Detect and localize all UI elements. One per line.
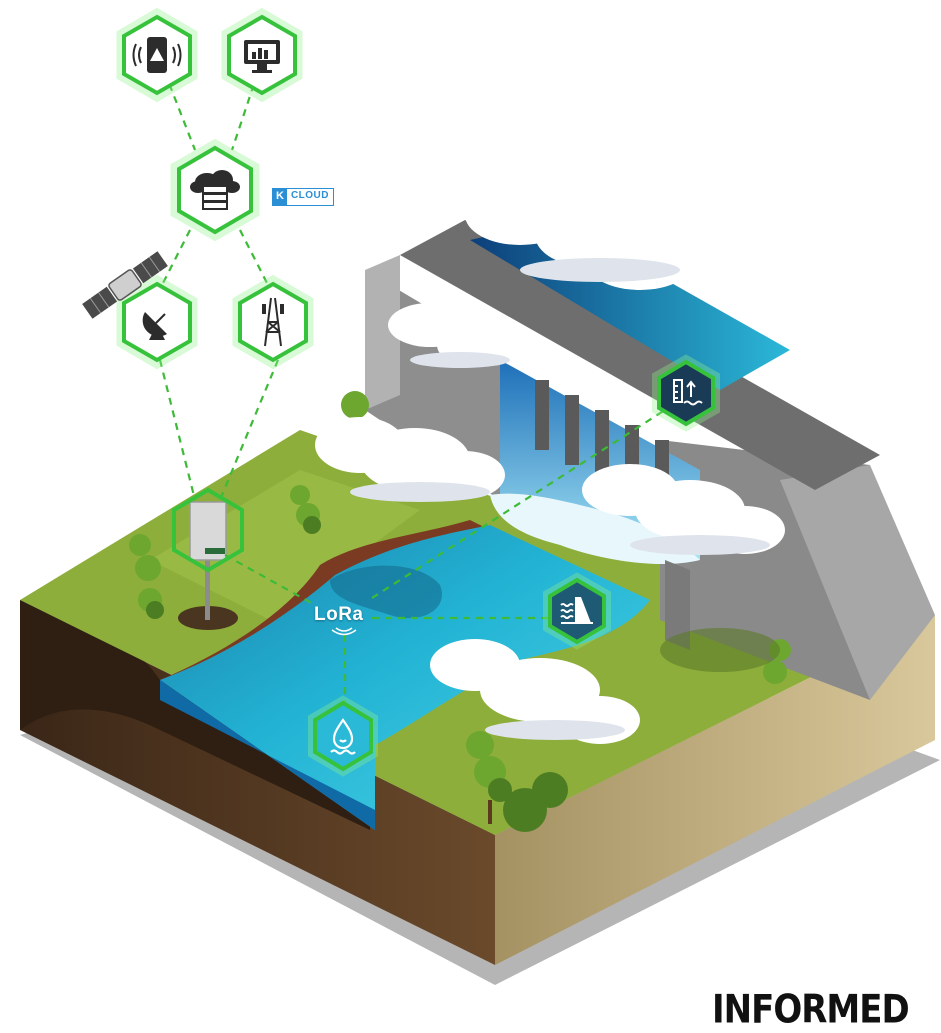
- dam-left-pier-side: [365, 255, 400, 410]
- hex-cell-tower: [232, 274, 314, 370]
- phone-alert-icon: [132, 37, 182, 73]
- water-quality-icon: [330, 718, 356, 755]
- kcloud-logo: K CLOUD: [272, 188, 335, 206]
- hex-water-level: [652, 354, 720, 432]
- cloud-bottom: [430, 639, 640, 744]
- soil-right-face: [495, 615, 935, 965]
- datalogger-pole: [205, 560, 210, 620]
- dam-monitoring-diagram: [20, 7, 940, 985]
- datalogger-icon: [205, 548, 225, 554]
- dam-pillar: [665, 560, 690, 650]
- cloud-middle-right: [582, 464, 785, 555]
- cloud-server-icon: [190, 170, 240, 210]
- lora-signal-icon: [331, 627, 357, 636]
- kcloud-logo-label: CLOUD: [290, 190, 330, 201]
- dam-level-icon: [560, 597, 593, 624]
- river-water: [160, 525, 650, 830]
- hex-datalogger: [172, 487, 244, 573]
- satellite-icon: [82, 251, 168, 319]
- dam-crest: [400, 220, 880, 490]
- hex-phone-alert: [116, 7, 198, 103]
- satellite-dish-icon: [142, 312, 167, 340]
- monitor-chart-icon: [244, 40, 280, 73]
- lora-label: LoRa: [314, 604, 364, 625]
- tree-shadow: [660, 628, 780, 672]
- river-front-edge: [160, 680, 375, 830]
- watermark: INFORMED: [712, 987, 910, 1033]
- river-dark-patch: [330, 565, 442, 619]
- cloud-middle-left: [315, 417, 505, 502]
- grass-highlight: [150, 470, 420, 620]
- trees: [129, 391, 791, 832]
- hex-dam-level: [543, 572, 611, 650]
- kcloud-logo-k: K: [273, 189, 287, 205]
- hex-monitor-chart: [221, 7, 303, 103]
- dam-right-block-face: [780, 465, 935, 700]
- hex-satellite-dish: [116, 274, 198, 370]
- water-level-icon: [673, 379, 703, 406]
- cloud-top-right: [465, 185, 695, 290]
- hex-water-quality: [308, 695, 378, 777]
- cell-tower-icon: [262, 297, 284, 347]
- cloud-dam-left: [388, 303, 513, 368]
- hex-cloud-server: [170, 138, 260, 242]
